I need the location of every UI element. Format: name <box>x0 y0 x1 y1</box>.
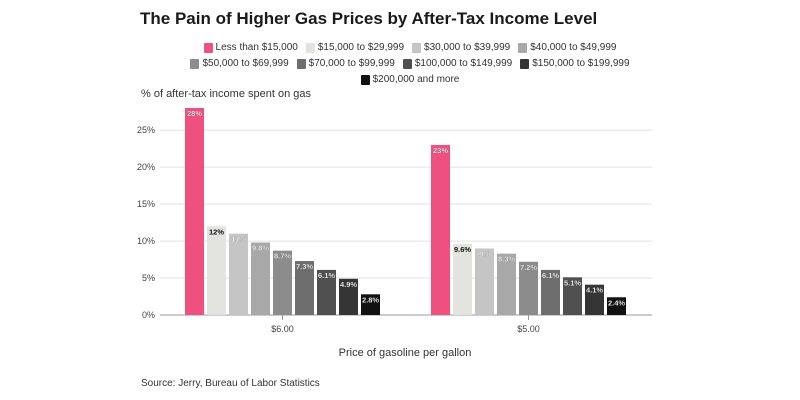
y-tick-label: 10% <box>137 236 155 246</box>
legend-swatch <box>190 59 200 69</box>
legend-item: $50,000 to $69,999 <box>190 56 289 72</box>
x-axis-label: Price of gasoline per gallon <box>339 347 472 359</box>
bar <box>519 261 538 315</box>
data-label: 9.6% <box>454 245 471 254</box>
y-tick-label: 15% <box>137 199 155 209</box>
bar <box>273 250 292 315</box>
legend-item: $150,000 to $199,999 <box>520 56 630 72</box>
legend-label: $150,000 to $199,999 <box>532 58 630 69</box>
data-label: 9% <box>479 249 490 258</box>
legend-swatch <box>520 59 530 69</box>
legend-label: $200,000 and more <box>372 74 460 85</box>
y-tick-label: 0% <box>142 310 155 320</box>
bar <box>207 226 226 315</box>
bar <box>607 297 626 315</box>
bar <box>317 269 336 315</box>
data-label: 8.7% <box>274 252 291 261</box>
data-label: 5.1% <box>564 278 581 287</box>
legend-label: $15,000 to $29,999 <box>317 42 405 53</box>
data-label: 8.3% <box>498 255 515 264</box>
bars <box>185 108 626 315</box>
bar <box>361 294 380 315</box>
legend-swatch <box>412 43 422 53</box>
bar <box>229 233 248 315</box>
bar <box>563 277 582 315</box>
data-label: 11% <box>231 235 246 244</box>
legend-label: Less than $15,000 <box>215 42 298 53</box>
x-tick-label: $6.00 <box>271 324 294 334</box>
source-note: Source: Jerry, Bureau of Labor Statistic… <box>141 378 320 389</box>
legend-label: $50,000 to $69,999 <box>202 58 289 69</box>
data-label: 2.4% <box>608 298 625 307</box>
bar <box>339 278 358 315</box>
bar <box>295 261 314 315</box>
bar <box>541 269 560 315</box>
legend-item: $100,000 to $149,999 <box>402 56 513 72</box>
x-tick-label: $5.00 <box>517 324 540 334</box>
data-label: 6.1% <box>318 271 335 280</box>
chart-title: The Pain of Higher Gas Prices by After-T… <box>140 9 598 28</box>
legend-swatch <box>518 43 528 53</box>
legend-item: $15,000 to $29,999 <box>305 40 405 56</box>
bar <box>475 248 494 315</box>
legend-swatch <box>402 59 412 69</box>
data-label: 4.1% <box>586 286 603 295</box>
legend-item: $70,000 to $99,999 <box>296 56 395 72</box>
legend-swatch <box>203 43 213 53</box>
data-label: 9.8% <box>252 244 269 253</box>
legend-label: $30,000 to $39,999 <box>424 42 511 53</box>
y-tick-label: 25% <box>137 125 155 135</box>
bar <box>251 242 270 315</box>
legend-swatch <box>296 59 306 69</box>
legend-label: $70,000 to $99,999 <box>308 58 395 69</box>
chart-legend: Less than $15,000 $15,000 to $29,999 $30,0… <box>150 40 670 88</box>
y-axis-label: % of after-tax income spent on gas <box>141 88 311 100</box>
data-labels: 28% 12% 11% 9.8% 8.7% 7.3% 6.1% 4.9% 2.8% 23% 9.6%… <box>187 109 626 308</box>
bar <box>185 108 204 315</box>
bar <box>585 284 604 315</box>
y-tick-label: 20% <box>137 162 155 172</box>
data-label: 7.2% <box>520 263 537 272</box>
legend-item: $30,000 to $39,999 <box>412 40 510 56</box>
legend-label: $100,000 to $149,999 <box>414 58 513 69</box>
data-label: 6.1% <box>542 271 559 280</box>
legend-item: $40,000 to $49,999 <box>518 40 616 56</box>
data-label: 12% <box>209 227 224 236</box>
data-label: 23% <box>433 146 448 155</box>
x-axis-ticks: $6.00 $5.00 <box>271 315 540 334</box>
legend-label: $40,000 to $49,999 <box>530 42 617 53</box>
bar <box>431 144 450 315</box>
data-label: 2.8% <box>362 295 379 304</box>
y-tick-label: 5% <box>142 273 155 283</box>
y-axis-ticks: 0% 5% 10% 15% 20% 25% <box>137 125 155 320</box>
data-label: 28% <box>187 109 202 118</box>
legend-swatch <box>305 43 315 53</box>
bar <box>497 253 516 315</box>
data-label: 4.9% <box>340 280 357 289</box>
data-label: 7.3% <box>296 262 313 271</box>
legend-swatch <box>360 75 370 85</box>
bar <box>453 244 472 315</box>
legend-item: Less than $15,000 <box>203 40 298 56</box>
legend-item: $200,000 and more <box>360 72 460 88</box>
